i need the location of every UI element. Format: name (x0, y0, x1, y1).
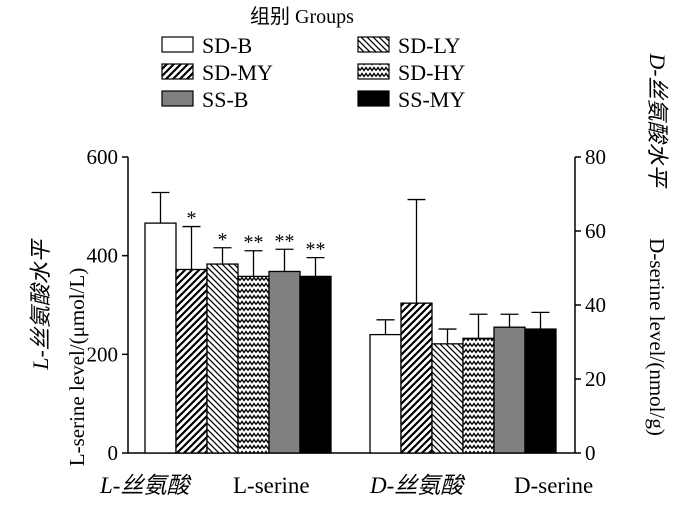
left-tick-label-2: 400 (87, 244, 119, 268)
legend-label-1: SD-LY (398, 33, 461, 58)
bar-0-1 (206, 263, 239, 454)
bar-0-0 (144, 222, 177, 454)
left-tick-label-3: 600 (87, 145, 119, 169)
significance-0-5: ** (306, 239, 326, 261)
left-axis-label-cn: L-丝氨酸水平 (28, 238, 53, 371)
legend-swatch-5 (357, 90, 390, 107)
legend-label-2: SD-MY (202, 60, 273, 85)
legend-label-0: SD-B (202, 33, 252, 58)
legend-title: 组别 Groups (250, 5, 354, 28)
significance-0-2: * (187, 208, 197, 230)
left-tick-label-1: 200 (87, 342, 119, 366)
bar-0-4 (268, 270, 301, 454)
legend-label-4: SS-B (202, 87, 248, 112)
bar-1-1 (431, 343, 464, 454)
legend-swatch-3 (357, 63, 390, 80)
legend-swatch-1 (357, 36, 390, 53)
bar-0-5 (299, 275, 332, 454)
significance-0-4: ** (275, 230, 295, 252)
right-tick-label-3: 60 (585, 219, 606, 243)
significance-0-1: * (218, 229, 228, 251)
bar-0-2 (175, 268, 208, 454)
legend-swatch-2 (161, 63, 194, 80)
legend-label-3: SD-HY (398, 60, 465, 85)
right-tick-label-0: 0 (585, 441, 596, 465)
left-axis-label-en: L-serine level/(μmol/L) (65, 268, 89, 466)
right-tick-label-2: 40 (585, 293, 606, 317)
bars: ** ** ** ** (144, 191, 557, 454)
right-tick-label-1: 20 (585, 367, 606, 391)
left-tick-label-0: 0 (108, 441, 119, 465)
group-label-en-1: D-serine (514, 473, 593, 498)
bar-0-3 (237, 275, 270, 454)
legend-label-5: SS-MY (398, 87, 465, 112)
right-tick-label-4: 80 (585, 145, 606, 169)
bar-1-4 (493, 326, 526, 454)
significance-0-3: ** (244, 232, 264, 254)
group-label-cn-1: D-丝氨酸 (369, 473, 466, 498)
legend-swatch-4 (161, 90, 194, 107)
bar-1-5 (524, 328, 557, 454)
bar-1-2 (400, 302, 433, 454)
legend: 组别 Groups SD-B SD-LY SD-MY SD-HY SS-B SS-MY (161, 5, 465, 112)
right-axis-label-en: D-serine level/(nmol/g) (645, 238, 669, 436)
bar-1-3 (462, 337, 495, 454)
legend-swatch-0 (161, 36, 194, 53)
right-axis-label-cn: D-丝氨酸水平 (645, 52, 670, 188)
group-label-cn-0: L-丝氨酸 (99, 473, 192, 498)
bar-1-0 (369, 333, 402, 454)
left-axis-label: L-丝氨酸水平 (28, 238, 53, 371)
group-label-en-0: L-serine (233, 473, 310, 498)
